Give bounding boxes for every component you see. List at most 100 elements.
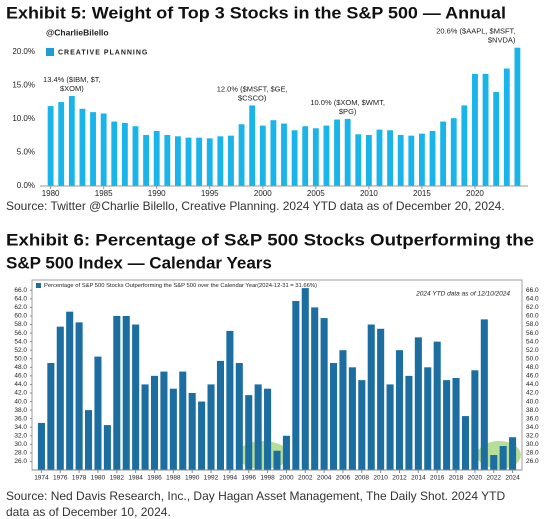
bar: [443, 380, 451, 470]
y-tick-label: 50.0: [14, 355, 27, 362]
bar: [207, 384, 215, 470]
bar: [143, 134, 150, 186]
bar: [429, 130, 436, 186]
bar: [355, 134, 362, 186]
bar: [264, 388, 272, 470]
bar: [471, 370, 479, 470]
y-tick-label: 58.0: [14, 321, 27, 328]
bar: [185, 137, 192, 186]
y-tick-label: 52.0: [14, 347, 27, 354]
x-tick-label: 1976: [53, 475, 68, 482]
bar: [121, 122, 128, 186]
bar: [418, 133, 425, 186]
y-tick-label: 26.0: [14, 458, 27, 465]
x-tick-label: 2015: [413, 189, 431, 198]
y-tick-label: 60.0: [14, 313, 27, 320]
bar: [94, 356, 102, 470]
bar: [452, 378, 460, 470]
x-tick-label: 2018: [449, 475, 464, 482]
bar: [433, 341, 441, 470]
bar: [509, 437, 517, 470]
bar: [397, 134, 404, 186]
bar: [323, 125, 330, 186]
bar: [490, 455, 498, 470]
watermark: @CharlieBilello: [46, 27, 109, 37]
bar: [450, 118, 457, 186]
bar: [164, 134, 171, 186]
y-tick-label: 34.0: [14, 424, 27, 431]
bar: [273, 450, 281, 470]
x-tick-label: 1996: [241, 475, 256, 482]
x-tick-label: 2010: [360, 189, 378, 198]
bar: [320, 318, 328, 470]
annotation: 13.4% ($IBM, $T,: [43, 75, 101, 84]
x-tick-label: 1974: [34, 475, 49, 482]
bar: [503, 68, 510, 186]
y-tick-label: 48.0: [14, 364, 27, 371]
logo-icon: [46, 48, 54, 56]
y-tick-label: 46.0: [526, 373, 539, 380]
y-tick-label: 34.0: [526, 424, 539, 431]
annotation: $XOM): [60, 84, 84, 93]
bar: [282, 435, 290, 470]
bar: [395, 350, 404, 470]
source: Source: Ned Davis Research, Inc., Day Ha…: [6, 489, 505, 503]
bar: [113, 315, 121, 470]
y-tick-label: 32.0: [526, 432, 539, 439]
y-tick-label: 66.0: [14, 287, 27, 294]
x-tick-label: 1982: [110, 475, 125, 482]
bar: [85, 410, 93, 470]
bar: [150, 375, 159, 470]
legend-label: Percentage of S&P 500 Stocks Outperformi…: [44, 283, 317, 289]
highlight: [237, 441, 289, 469]
x-tick-label: 2020: [466, 189, 484, 198]
bar: [376, 129, 383, 186]
bar: [132, 324, 140, 470]
y-tick-label: 42.0: [14, 390, 27, 397]
annotation: $NVDA): [488, 36, 516, 45]
y-tick-label: 62.0: [14, 304, 27, 311]
bar: [58, 102, 65, 186]
y-tick-label: 60.0: [526, 313, 539, 320]
x-tick-label: 1978: [72, 475, 87, 482]
y-tick-label: 44.0: [526, 381, 539, 388]
annotation: 20.6% ($AAPL, $MSFT,: [436, 27, 515, 36]
x-tick-label: 2002: [298, 475, 313, 482]
bar: [461, 416, 469, 470]
source: Source: Twitter @Charlie Bilello, Creati…: [6, 199, 505, 213]
y-tick-label: 36.0: [526, 415, 539, 422]
bar: [79, 108, 86, 186]
legend-swatch: [36, 283, 41, 288]
x-tick-label: 2008: [355, 475, 370, 482]
y-tick-label: 15.0%: [12, 80, 35, 89]
bar: [312, 128, 319, 186]
y-tick-label: 58.0: [526, 321, 539, 328]
x-tick-label: 1985: [95, 189, 113, 198]
bar: [461, 105, 468, 186]
bar: [122, 315, 130, 470]
y-tick-label: 28.0: [526, 450, 539, 457]
bar: [358, 380, 366, 470]
bar: [75, 322, 83, 470]
y-tick-label: 46.0: [14, 373, 27, 380]
annotation: 12.0% ($MSFT, $GE,: [217, 84, 288, 93]
bar: [47, 106, 54, 186]
y-tick-label: 50.0: [526, 355, 539, 362]
y-tick-label: 0.0%: [17, 181, 35, 190]
bar: [472, 73, 478, 186]
y-tick-label: 64.0: [14, 296, 27, 303]
bar: [47, 363, 55, 470]
y-tick-label: 44.0: [14, 381, 27, 388]
y-tick-label: 42.0: [526, 390, 539, 397]
x-tick-label: 2005: [307, 189, 325, 198]
bar: [153, 130, 160, 186]
x-tick-label: 2020: [468, 475, 483, 482]
bar: [365, 134, 372, 186]
bar: [348, 367, 356, 470]
y-tick-label: 38.0: [14, 407, 27, 414]
chart-title: Exhibit 6: Percentage of S&P 500 Stocks …: [6, 230, 534, 249]
bar: [111, 121, 118, 186]
y-tick-label: 48.0: [526, 364, 539, 371]
x-tick-label: 1995: [201, 189, 219, 198]
bar: [132, 126, 139, 186]
